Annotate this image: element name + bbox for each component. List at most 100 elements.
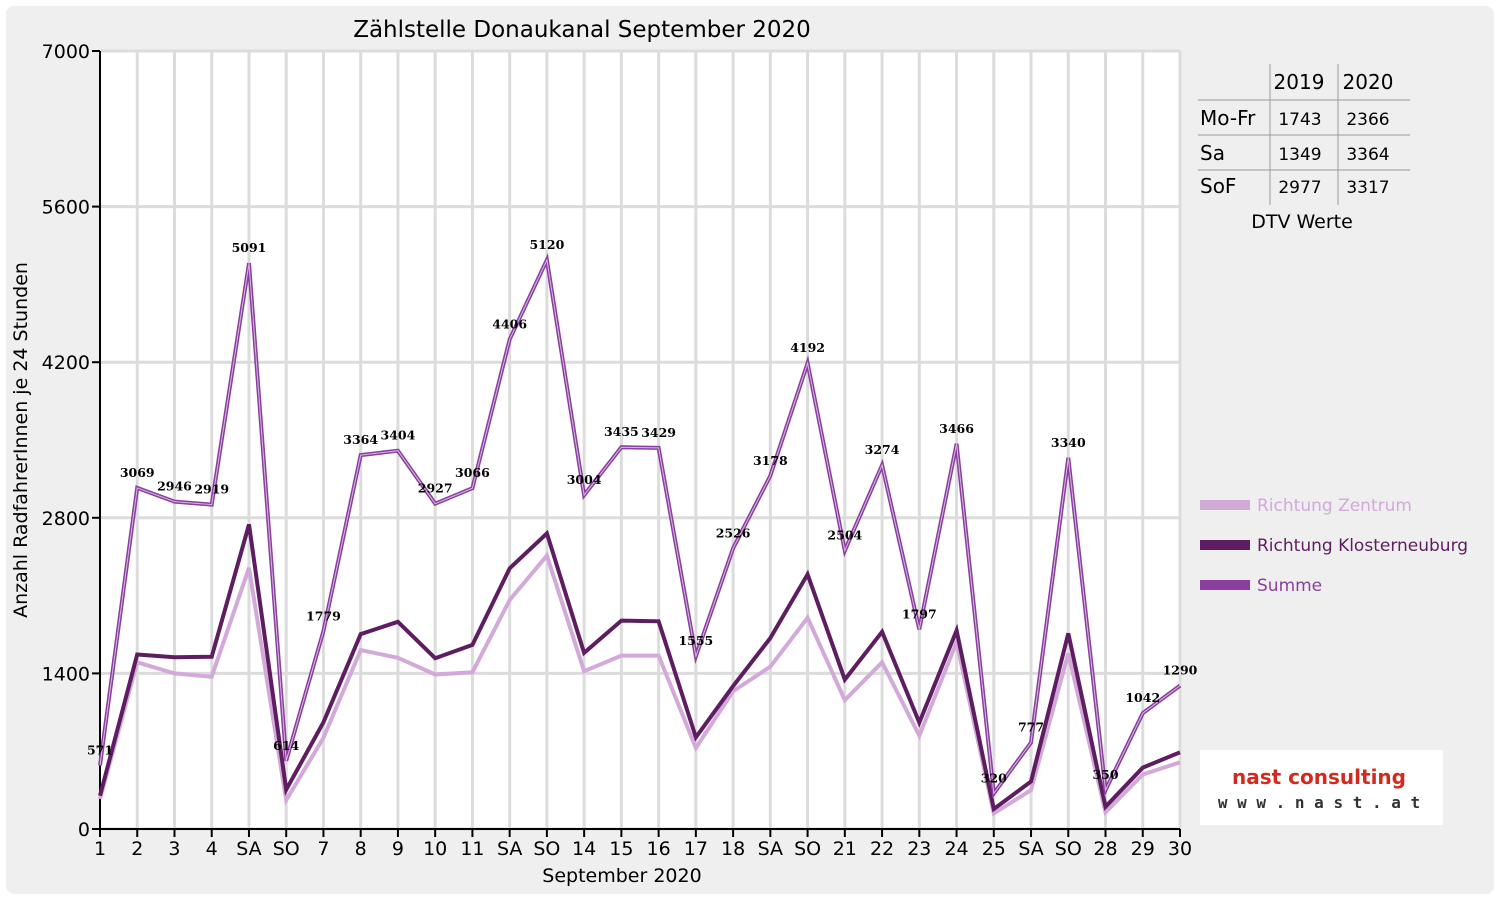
- x-tick-label: 4: [206, 838, 218, 860]
- data-label: 3435: [604, 424, 639, 439]
- dtv-row-label: Sa: [1200, 141, 1225, 165]
- legend-swatch-richtung-zentrum: [1200, 500, 1250, 510]
- data-label: 614: [273, 738, 299, 753]
- x-tick-label: 24: [944, 838, 968, 860]
- data-label: 320: [981, 770, 1007, 785]
- dtv-col-2020: 2020: [1343, 70, 1394, 94]
- data-label: 3404: [381, 428, 416, 443]
- x-tick-label: 17: [684, 838, 708, 860]
- series-line-highlight: [99, 258, 1181, 795]
- data-label: 3340: [1051, 435, 1086, 450]
- dtv-cell: 3364: [1346, 145, 1389, 165]
- data-label: 3429: [641, 425, 676, 440]
- x-axis: 1 2 3 4 SA SO 7 8 9 10 11 SA SO 14 15 16 17 18 SA SO 21 22 23 2…: [94, 828, 1192, 860]
- logo-url: w w w . n a s t . a t: [1218, 793, 1420, 812]
- x-tick-label: 21: [833, 838, 857, 860]
- y-tick-label: 7000: [42, 41, 90, 63]
- data-label: 5091: [232, 240, 267, 255]
- x-tick-label: SO: [1055, 838, 1082, 860]
- series-lines: [98, 253, 1182, 817]
- x-tick-label: 11: [460, 838, 484, 860]
- x-axis-title: September 2020: [542, 865, 701, 887]
- data-label: 2946: [157, 479, 192, 494]
- x-tick-label: 9: [392, 838, 404, 860]
- y-tick-label: 1400: [42, 663, 90, 685]
- data-label: 777: [1018, 720, 1044, 735]
- x-tick-label: 23: [907, 838, 931, 860]
- y-tick-label: 0: [78, 819, 90, 841]
- x-tick-label: 8: [355, 838, 367, 860]
- y-tick-label: 4200: [42, 352, 90, 374]
- data-label: 4406: [492, 316, 527, 331]
- x-tick-label: SO: [273, 838, 300, 860]
- data-label: 2919: [194, 482, 229, 497]
- x-tick-label: 18: [721, 838, 745, 860]
- x-tick-label: 30: [1168, 838, 1192, 860]
- data-label: 1779: [306, 608, 341, 623]
- data-label: 3178: [753, 453, 788, 468]
- data-label: 571: [87, 743, 113, 758]
- dtv-cell: 2366: [1346, 110, 1389, 130]
- x-tick-label: SA: [1018, 838, 1043, 860]
- data-label: 3274: [865, 442, 900, 457]
- dtv-row-label: SoF: [1200, 174, 1236, 198]
- data-label: 4192: [790, 340, 825, 355]
- x-tick-label: SA: [497, 838, 522, 860]
- data-label: 1555: [678, 633, 713, 648]
- x-tick-label: SA: [758, 838, 783, 860]
- y-axis: 0 1400 2800 4200 5600 7000: [42, 41, 101, 841]
- data-label: 3066: [455, 465, 490, 480]
- x-tick-label: SO: [533, 838, 560, 860]
- dtv-cell: 3317: [1346, 178, 1389, 198]
- dtv-caption: DTV Werte: [1251, 211, 1353, 233]
- data-label: 350: [1092, 767, 1118, 782]
- legend: Richtung Zentrum Richtung Klosterneuburg S…: [1200, 496, 1468, 596]
- legend-label-richtung-klosterneuburg: Richtung Klosterneuburg: [1257, 536, 1468, 556]
- data-label: 5120: [529, 237, 564, 252]
- data-label: 2526: [716, 525, 751, 540]
- x-tick-label: 2: [131, 838, 143, 860]
- x-tick-label: SO: [794, 838, 821, 860]
- y-tick-label: 2800: [42, 508, 90, 530]
- x-tick-label: 7: [317, 838, 329, 860]
- data-label: 3466: [939, 421, 974, 436]
- legend-swatch-summe: [1200, 580, 1250, 590]
- x-tick-label: 16: [647, 838, 671, 860]
- x-tick-label: 28: [1093, 838, 1117, 860]
- nast-logo: nast consulting w w w . n a s t . a t: [1200, 750, 1443, 825]
- x-tick-label: 22: [870, 838, 894, 860]
- data-label: 2927: [418, 481, 453, 496]
- x-tick-label: 10: [423, 838, 447, 860]
- legend-label-richtung-zentrum: Richtung Zentrum: [1257, 496, 1412, 516]
- data-label: 1042: [1125, 690, 1160, 705]
- data-label: 3364: [343, 432, 378, 447]
- data-label: 1797: [902, 606, 937, 621]
- y-axis-title: Anzahl RadfahrerInnen je 24 Stunden: [10, 262, 32, 618]
- data-label: 3069: [120, 465, 155, 480]
- dtv-cell: 1349: [1278, 145, 1321, 165]
- dtv-table: 2019 2020 Mo-Fr 1743 2366 Sa 1349 3364 S…: [1198, 64, 1410, 233]
- data-label: 3004: [567, 472, 602, 487]
- series-line-richtung-zentrum: [98, 551, 1181, 817]
- dtv-cell: 2977: [1278, 178, 1321, 198]
- gridlines: [100, 49, 1182, 831]
- legend-label-summe: Summe: [1257, 576, 1322, 596]
- x-tick-label: 15: [609, 838, 633, 860]
- chart-title: Zählstelle Donaukanal September 2020: [353, 17, 811, 43]
- dtv-cell: 1743: [1278, 110, 1321, 130]
- x-tick-label: 1: [94, 838, 106, 860]
- dtv-col-2019: 2019: [1274, 70, 1325, 94]
- data-label: 1290: [1163, 663, 1198, 678]
- x-tick-label: 25: [982, 838, 1006, 860]
- x-tick-label: 29: [1131, 838, 1155, 860]
- logo-text: nast consulting: [1232, 765, 1406, 789]
- x-tick-label: SA: [236, 838, 261, 860]
- x-tick-label: 3: [168, 838, 180, 860]
- y-tick-label: 5600: [42, 197, 90, 219]
- x-tick-label: 14: [572, 838, 596, 860]
- dtv-row-label: Mo-Fr: [1200, 106, 1256, 130]
- legend-swatch-richtung-klosterneuburg: [1200, 540, 1250, 550]
- series-line-richtung-klosterneuburg: [98, 523, 1181, 813]
